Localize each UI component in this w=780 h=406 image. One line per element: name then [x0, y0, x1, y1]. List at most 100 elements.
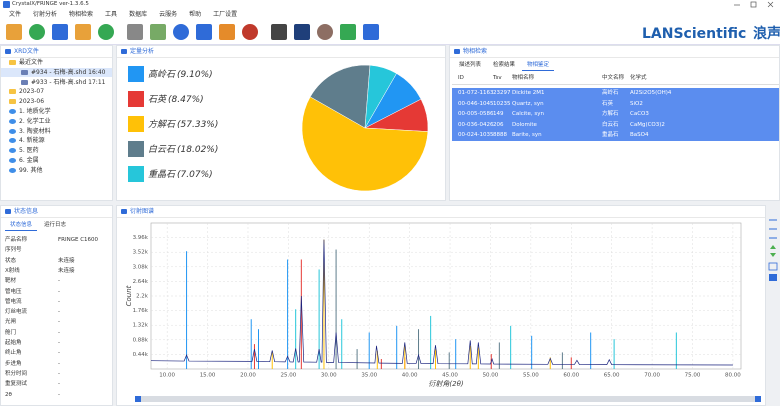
- status-cell: 管电流: [5, 298, 22, 305]
- status-cell: 积分时间: [5, 370, 28, 377]
- x-tick-label: 60.00: [563, 373, 579, 379]
- tool-button[interactable]: [173, 24, 189, 40]
- tool-button[interactable]: [98, 24, 114, 40]
- panel-header: 定量分析: [117, 46, 445, 58]
- tree-item[interactable]: #933 - 石梅-高.shd 17:11: [1, 78, 112, 87]
- chart-side-tools[interactable]: [766, 215, 780, 285]
- legend-swatch: [128, 91, 144, 107]
- panel-title: 衍射图谱: [130, 208, 155, 215]
- scroll-handle[interactable]: [755, 396, 761, 402]
- x-tick-label: 70.00: [644, 373, 660, 379]
- table-cell: CaCO3: [630, 111, 649, 117]
- menu-item[interactable]: 数据库: [129, 11, 148, 18]
- tree-label: 6. 金属: [19, 157, 39, 164]
- tab[interactable]: 检索结果: [493, 62, 516, 68]
- tool-button[interactable]: [6, 24, 22, 40]
- menu-item[interactable]: 文件: [9, 11, 22, 18]
- tree-label: 2023-07: [19, 88, 45, 96]
- tree-label: 4. 新能源: [19, 137, 45, 145]
- row-highlight[interactable]: [452, 98, 779, 109]
- scrollbar[interactable]: [135, 396, 761, 402]
- window-controls[interactable]: [730, 0, 780, 9]
- status-cell: -: [58, 381, 60, 388]
- y-tick-label: 3.08k: [133, 264, 149, 270]
- tab[interactable]: 物相鉴定: [522, 60, 555, 71]
- legend-value: (7.07%): [177, 170, 213, 180]
- table-cell: 白云石: [602, 121, 619, 128]
- menu-item[interactable]: 云服务: [159, 11, 178, 18]
- tree-icon: [21, 69, 28, 75]
- tree-item[interactable]: 3. 陶瓷材料: [1, 127, 112, 136]
- row-highlight[interactable]: [452, 109, 779, 120]
- tree-label: 99. 其他: [19, 166, 43, 174]
- tree-item[interactable]: 2023-06: [1, 97, 112, 106]
- tree-item[interactable]: #934 - 石梅-高.shd 16:40: [1, 67, 112, 77]
- tree-label: 最近文件: [19, 59, 44, 66]
- tree-icon: [9, 128, 16, 134]
- menu-item[interactable]: 帮助: [189, 11, 202, 18]
- tree-icon: [9, 158, 16, 163]
- legend-label: 重晶石 (7.07%): [148, 169, 213, 180]
- tab[interactable]: 描述列表: [459, 62, 482, 68]
- tree-item[interactable]: 99. 其他: [1, 166, 112, 175]
- y-tick-label: 1.32k: [133, 323, 149, 329]
- tool-button[interactable]: [75, 24, 91, 40]
- menu-item[interactable]: 衍射分析: [33, 11, 58, 18]
- x-tick-label: 55.00: [523, 373, 539, 379]
- status-cell: 重复测试: [5, 381, 28, 388]
- row-highlight[interactable]: [452, 119, 779, 130]
- tree-icon: [9, 99, 16, 105]
- legend-label: 高岭石 (9.10%): [148, 69, 213, 80]
- table-cell: 8888: [493, 132, 507, 138]
- tree-item[interactable]: 6. 金属: [1, 156, 112, 165]
- logo-cn: 浪声: [753, 26, 780, 42]
- status-cell: 起始角: [5, 340, 22, 346]
- tool-button[interactable]: [52, 24, 68, 40]
- tree-item[interactable]: 1. 地质化学: [1, 107, 112, 116]
- tree-icon: [9, 118, 16, 124]
- menu-item[interactable]: 工具: [105, 11, 118, 18]
- tree-item[interactable]: 2023-07: [1, 87, 112, 96]
- menu-item[interactable]: 物相检索: [69, 11, 94, 18]
- table-cell: 00-024-1035: [458, 132, 494, 138]
- row-highlight[interactable]: [452, 88, 779, 99]
- status-cell: -: [58, 391, 60, 398]
- scroll-handle[interactable]: [135, 396, 141, 402]
- tree-label: 2023-06: [19, 98, 45, 106]
- tool-button[interactable]: [271, 24, 287, 40]
- tool-button[interactable]: [127, 24, 143, 40]
- row-highlight[interactable]: [452, 130, 779, 141]
- tree-item[interactable]: 5. 医药: [1, 146, 112, 155]
- legend-value: (57.33%): [177, 120, 218, 130]
- tool-button[interactable]: [29, 24, 45, 40]
- tool-button[interactable]: [150, 24, 166, 40]
- status-cell: FRINGE C1600: [58, 237, 99, 243]
- tool-button[interactable]: [242, 24, 258, 40]
- app-icon: [3, 1, 10, 8]
- tab[interactable]: 状态信息: [5, 220, 38, 231]
- tree-icon: [9, 167, 16, 173]
- tree-item[interactable]: 2. 化学工业: [1, 117, 112, 126]
- column-header: ID: [458, 75, 464, 81]
- menu-item[interactable]: 工厂设置: [213, 11, 238, 18]
- legend-label: 石英 (8.47%): [148, 94, 204, 105]
- legend-swatch: [128, 141, 144, 157]
- legend-label: 白云石 (18.02%): [148, 144, 218, 155]
- logo: LANScientific 浪声: [642, 23, 780, 43]
- status-cell: 产品名称: [5, 237, 28, 243]
- tab[interactable]: 运行日志: [44, 222, 67, 228]
- tool-button[interactable]: [294, 24, 310, 40]
- panel-title: XRD文件: [14, 48, 39, 55]
- tool-button[interactable]: [340, 24, 356, 40]
- x-tick-label: 45.00: [442, 373, 458, 379]
- tool-button[interactable]: [317, 24, 333, 40]
- tree-label: 5. 医药: [19, 147, 39, 155]
- tree-item[interactable]: 4. 新能源: [1, 136, 112, 145]
- status-panel: 状态信息 状态信息 运行日志 产品名称 FRINGE C1600 序列号 状态 未连接 X射线…: [0, 205, 113, 406]
- tool-button[interactable]: [196, 24, 212, 40]
- tool-button[interactable]: [363, 24, 379, 40]
- tool-button[interactable]: [219, 24, 235, 40]
- panel-header: 状态信息: [1, 206, 112, 218]
- x-tick-label: 80.00: [725, 373, 741, 379]
- tree-item[interactable]: 最近文件: [1, 58, 112, 67]
